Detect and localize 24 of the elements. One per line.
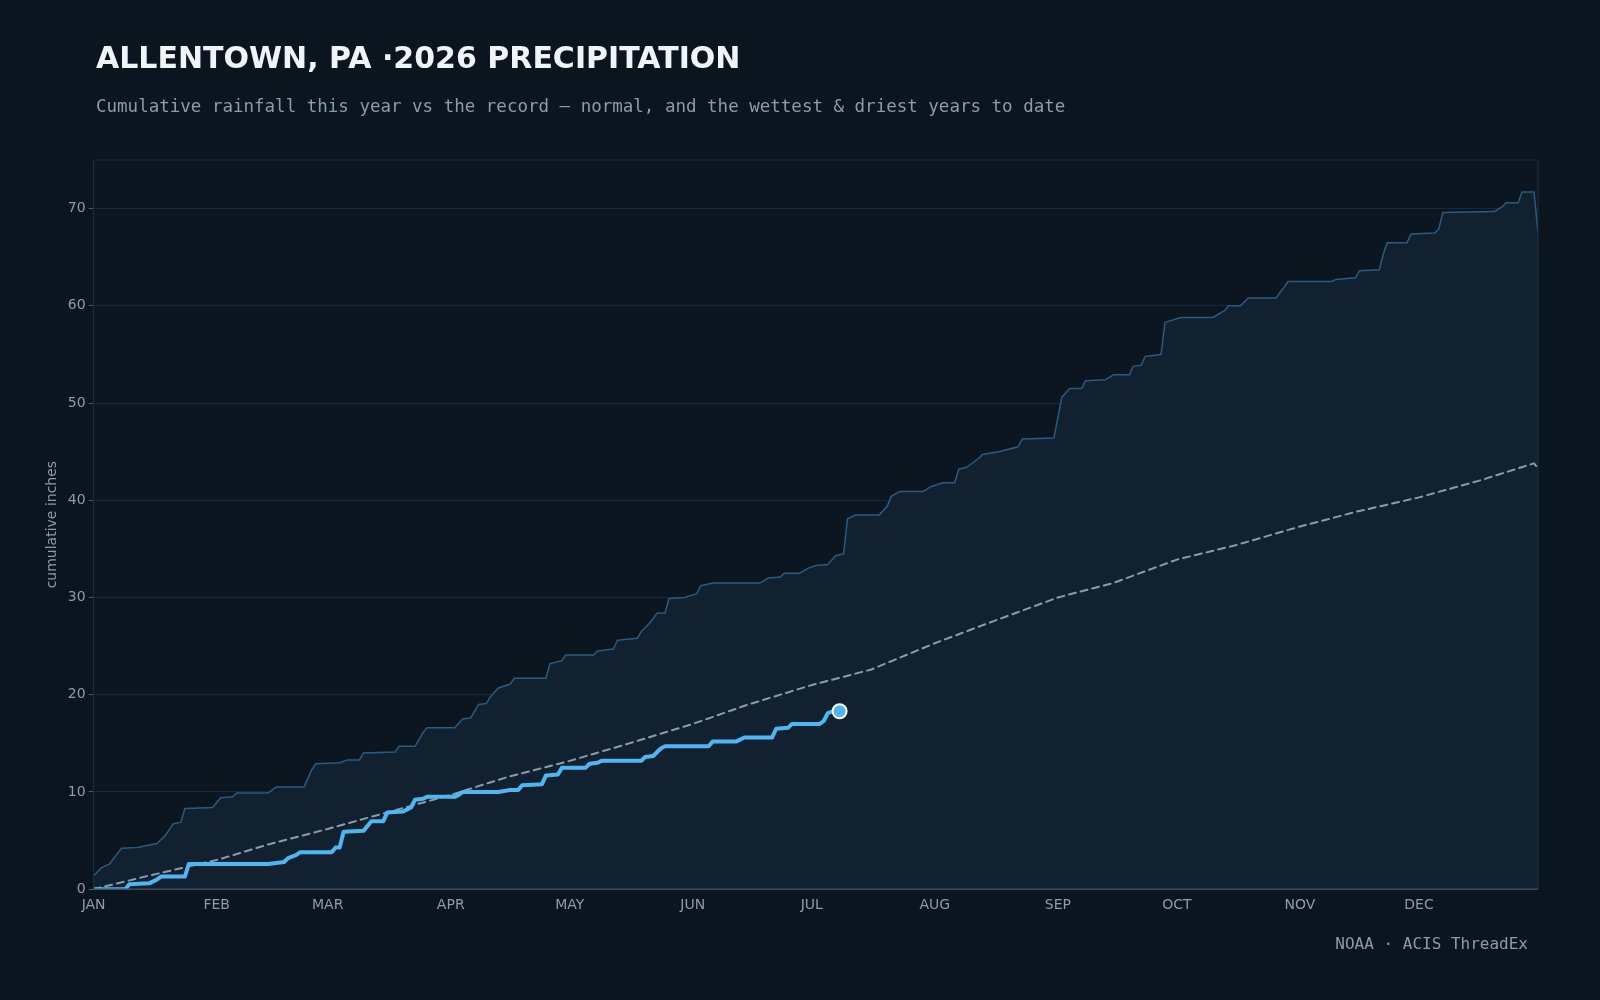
x-tick-label: JUL [799, 896, 824, 913]
y-tick-label: 10 [67, 782, 86, 799]
text: NOAA · ACIS ThreadEx [1335, 934, 1528, 953]
y-tick-label: 40 [67, 490, 86, 507]
chart-title: ALLENTOWN, PA ·2026 PRECIPITATION [96, 40, 741, 75]
x-tick-label: SEP [1044, 896, 1071, 913]
x-tick-label: OCT [1162, 896, 1193, 913]
y-tick-label: 0 [76, 879, 86, 896]
x-tick-label: MAY [555, 896, 585, 913]
x-tick-label: FEB [203, 896, 230, 913]
y-tick-label: 30 [67, 588, 86, 605]
x-tick-label: DEC [1404, 896, 1434, 913]
x-tick-label: JAN [80, 896, 106, 913]
x-tick-label: AUG [919, 896, 951, 913]
y-tick-label: 70 [67, 199, 86, 216]
x-tick-label: JUN [679, 896, 706, 913]
y-tick-label: 20 [67, 685, 86, 702]
y-tick-label: 50 [67, 393, 86, 410]
x-tick-label: MAR [312, 896, 344, 913]
y-tick-label: 60 [67, 296, 86, 313]
x-tick-label: NOV [1284, 896, 1316, 913]
x-tick-label: APR [436, 896, 465, 913]
chart-subtitle: Cumulative rainfall this year vs the record — normal, and the wettest & driest years to date [96, 96, 1066, 116]
y-axis-title: cumulative inches [43, 460, 60, 589]
